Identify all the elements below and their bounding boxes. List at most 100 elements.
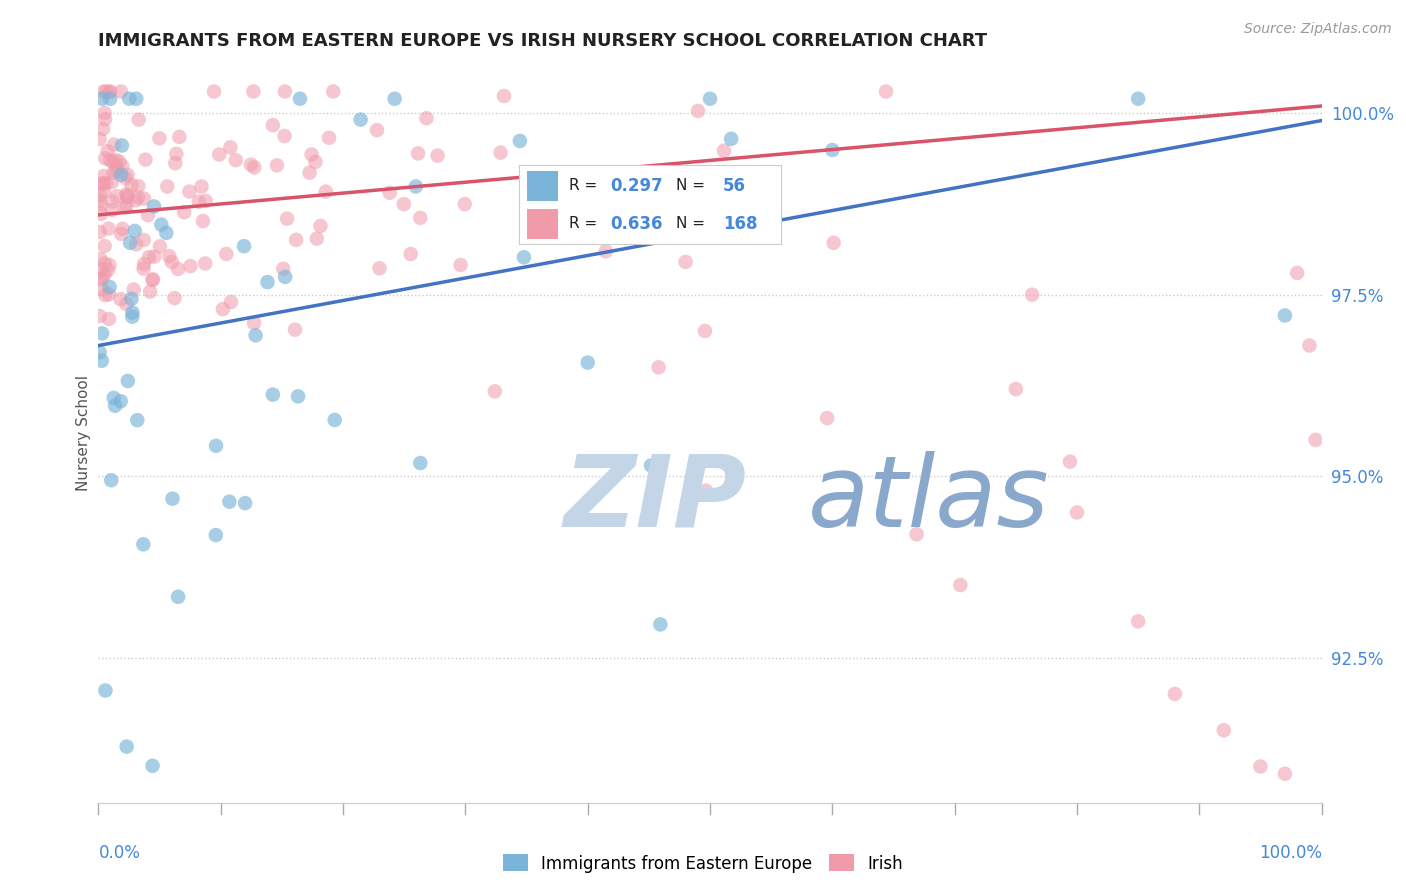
Point xyxy=(1298,338,1320,352)
Text: 0.0%: 0.0% xyxy=(98,844,141,862)
Point xyxy=(454,197,477,211)
Point xyxy=(202,85,225,99)
Point xyxy=(157,249,180,263)
Point xyxy=(121,178,143,192)
Point xyxy=(127,413,149,427)
Point xyxy=(285,233,308,247)
Point xyxy=(305,232,328,246)
Point xyxy=(101,202,124,217)
Point xyxy=(621,191,644,205)
Point xyxy=(191,214,214,228)
Point xyxy=(315,185,337,199)
Point xyxy=(122,283,145,297)
Point xyxy=(103,137,125,152)
Point xyxy=(215,247,238,261)
Point xyxy=(211,302,233,317)
Point xyxy=(243,316,266,330)
Point xyxy=(287,389,309,403)
Point xyxy=(115,199,138,213)
Point xyxy=(392,197,415,211)
Point xyxy=(93,169,115,183)
Point xyxy=(98,92,121,106)
Bar xyxy=(527,171,558,201)
Point xyxy=(165,147,187,161)
Point xyxy=(98,85,121,99)
Point xyxy=(284,323,307,337)
Text: R =: R = xyxy=(568,217,602,231)
Point xyxy=(125,193,148,207)
Point xyxy=(262,387,284,401)
Point xyxy=(406,146,429,161)
Point xyxy=(245,328,267,343)
Point xyxy=(693,324,716,338)
Point xyxy=(138,250,160,264)
Point xyxy=(167,590,190,604)
Point xyxy=(426,149,449,163)
Point xyxy=(93,185,115,199)
Legend: Immigrants from Eastern Europe, Irish: Immigrants from Eastern Europe, Irish xyxy=(496,847,910,880)
Point xyxy=(104,399,127,413)
Point xyxy=(94,288,117,302)
Point xyxy=(647,360,669,375)
Point xyxy=(640,458,662,473)
Point xyxy=(91,326,114,341)
Point xyxy=(93,106,115,120)
Point xyxy=(1059,455,1081,469)
Point xyxy=(415,112,437,126)
Point xyxy=(90,177,112,191)
Point xyxy=(162,491,184,506)
Point xyxy=(101,175,124,189)
Point xyxy=(271,261,294,276)
Point xyxy=(304,155,326,169)
Point xyxy=(89,252,111,266)
Point xyxy=(675,255,697,269)
Point xyxy=(194,194,217,208)
Point xyxy=(239,158,262,172)
Point xyxy=(695,483,717,498)
Point xyxy=(101,155,124,169)
Point xyxy=(208,147,231,161)
Point xyxy=(572,211,595,225)
Point xyxy=(225,153,247,167)
Point xyxy=(298,166,321,180)
Point xyxy=(595,244,617,259)
Point xyxy=(409,211,432,225)
Bar xyxy=(527,209,558,239)
Point xyxy=(120,235,142,250)
Point xyxy=(89,194,111,208)
Point xyxy=(117,374,139,388)
Point xyxy=(274,269,297,284)
Point xyxy=(127,179,149,194)
Point xyxy=(204,528,226,542)
Point xyxy=(156,179,179,194)
Point xyxy=(686,103,709,118)
Point xyxy=(513,250,536,264)
Point xyxy=(118,92,141,106)
Point xyxy=(1274,766,1296,780)
Point xyxy=(94,112,117,127)
Text: Source: ZipAtlas.com: Source: ZipAtlas.com xyxy=(1244,22,1392,37)
Point xyxy=(266,158,288,172)
Text: 100.0%: 100.0% xyxy=(1258,844,1322,862)
Point xyxy=(163,291,186,305)
Point xyxy=(89,132,111,146)
Point xyxy=(823,235,845,250)
Point xyxy=(89,272,111,286)
Point xyxy=(105,189,128,203)
Point xyxy=(1212,723,1234,738)
Point xyxy=(318,130,340,145)
Point xyxy=(399,247,422,261)
Point xyxy=(94,151,117,165)
Text: 168: 168 xyxy=(723,215,758,233)
Point xyxy=(905,527,928,541)
Point xyxy=(132,261,155,276)
Point xyxy=(821,143,844,157)
Point xyxy=(90,353,112,368)
Point xyxy=(169,129,191,144)
Point xyxy=(720,132,742,146)
Point xyxy=(187,194,209,209)
Point xyxy=(155,226,177,240)
Point xyxy=(93,239,115,253)
Point xyxy=(105,161,128,176)
Point xyxy=(160,255,183,269)
